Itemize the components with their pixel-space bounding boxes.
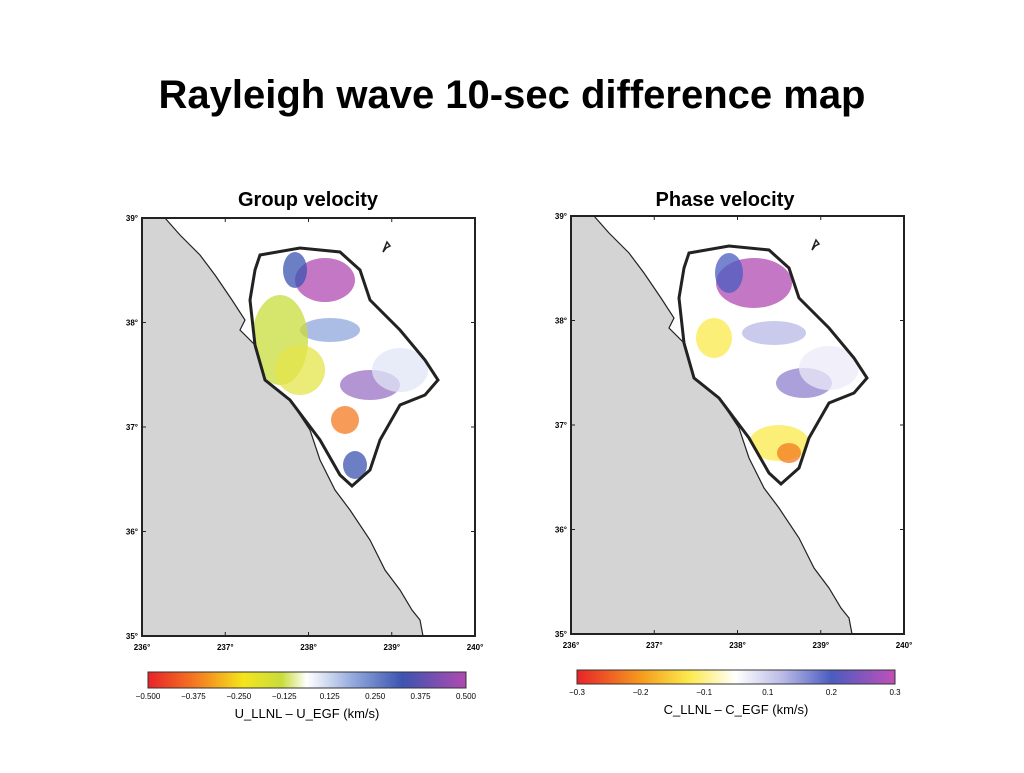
colorbar (147, 671, 467, 689)
anomaly (300, 318, 360, 342)
anomaly (275, 345, 325, 395)
map-panel (570, 215, 905, 635)
lake (382, 240, 392, 253)
colorbar-tick-label: 0.500 (456, 692, 477, 701)
lon-tick-label: 236° (563, 641, 580, 650)
colorbar-tick-label: 0.3 (889, 688, 901, 697)
region-outline (677, 244, 869, 487)
colorbar-tick-label: 0.2 (826, 688, 838, 697)
slide-title: Rayleigh wave 10-sec difference map (159, 73, 866, 117)
colorbar-tick-label: −0.125 (272, 692, 297, 701)
lon-tick-label: 237° (646, 641, 663, 650)
lat-tick-label: 35° (126, 632, 138, 641)
colorbar-tick-label: −0.2 (633, 688, 649, 697)
lon-tick-label: 240° (467, 643, 484, 652)
lat-tick-label: 35° (555, 630, 567, 639)
anomaly-field (252, 252, 428, 479)
colorbar-tick-label: −0.375 (181, 692, 206, 701)
colorbar-tick-label: −0.3 (569, 688, 585, 697)
map-title: Group velocity (238, 189, 379, 211)
colorbar-tick-label: −0.1 (696, 688, 712, 697)
ocean (571, 216, 852, 634)
ocean (142, 218, 423, 636)
lat-tick-label: 36° (555, 526, 567, 535)
lon-tick-label: 239° (383, 643, 400, 652)
lat-tick-label: 39° (126, 214, 138, 223)
anomaly (777, 443, 801, 463)
map-title: Phase velocity (656, 189, 796, 211)
anomaly (331, 406, 359, 434)
lake (811, 238, 821, 251)
anomaly (372, 348, 428, 392)
colorbar-tick-label: 0.1 (762, 688, 774, 697)
colorbar-label: U_LLNL – U_EGF (km/s) (235, 706, 380, 721)
anomaly (295, 258, 355, 302)
colorbar-tick-label: −0.250 (227, 692, 252, 701)
colorbar-tick-label: 0.375 (411, 692, 432, 701)
region-outline (248, 246, 440, 489)
anomaly (799, 346, 859, 390)
lon-tick-label: 238° (300, 643, 317, 652)
lat-tick-label: 37° (126, 423, 138, 432)
anomaly (696, 318, 732, 358)
lat-tick-label: 39° (555, 212, 567, 221)
lat-tick-label: 38° (555, 317, 567, 326)
lon-tick-label: 240° (896, 641, 913, 650)
anomaly (283, 252, 307, 288)
anomaly (343, 451, 367, 479)
lon-tick-label: 238° (729, 641, 746, 650)
colorbar (576, 669, 896, 685)
lon-tick-label: 239° (812, 641, 829, 650)
lat-tick-label: 38° (126, 319, 138, 328)
anomaly (742, 321, 806, 345)
lat-tick-label: 36° (126, 528, 138, 537)
lat-tick-label: 37° (555, 421, 567, 430)
anomaly (715, 253, 743, 293)
anomaly-field (696, 253, 859, 463)
colorbar-label: C_LLNL – C_EGF (km/s) (664, 702, 809, 717)
colorbar-tick-label: 0.250 (365, 692, 386, 701)
lon-tick-label: 237° (217, 643, 234, 652)
colorbar-tick-label: 0.125 (320, 692, 341, 701)
map-panel (141, 217, 476, 637)
colorbar-tick-label: −0.500 (136, 692, 161, 701)
lon-tick-label: 236° (134, 643, 151, 652)
